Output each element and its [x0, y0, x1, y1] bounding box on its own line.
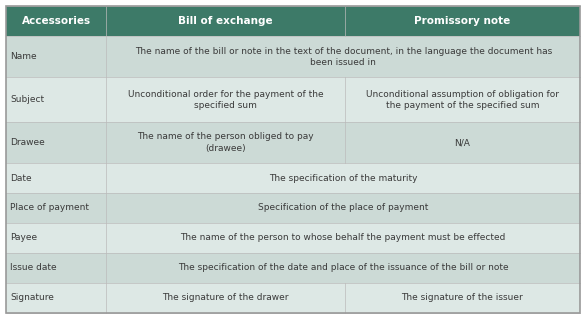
Text: The specification of the maturity: The specification of the maturity: [269, 174, 417, 182]
Text: Date: Date: [11, 174, 32, 182]
Text: Place of payment: Place of payment: [11, 204, 90, 212]
Text: Unconditional order for the payment of the
specified sum: Unconditional order for the payment of t…: [128, 90, 323, 110]
Bar: [107, 193, 580, 223]
Text: The name of the bill or note in the text of the document, in the language the do: The name of the bill or note in the text…: [135, 47, 552, 67]
Text: Subject: Subject: [11, 95, 45, 104]
Bar: [107, 6, 345, 36]
Text: N/A: N/A: [455, 138, 471, 147]
Bar: [6, 283, 107, 313]
Bar: [107, 122, 345, 163]
Bar: [345, 122, 580, 163]
Text: Accessories: Accessories: [22, 16, 91, 26]
Bar: [107, 36, 580, 78]
Bar: [6, 193, 107, 223]
Bar: [6, 6, 107, 36]
Text: Bill of exchange: Bill of exchange: [178, 16, 273, 26]
Bar: [107, 163, 580, 193]
Bar: [107, 283, 345, 313]
Bar: [6, 36, 107, 78]
Text: Payee: Payee: [11, 234, 38, 242]
Text: Issue date: Issue date: [11, 263, 57, 272]
Bar: [107, 223, 580, 253]
Bar: [107, 78, 345, 122]
Text: Promissory note: Promissory note: [414, 16, 510, 26]
Bar: [6, 122, 107, 163]
Text: Signature: Signature: [11, 293, 54, 302]
Text: The specification of the date and place of the issuance of the bill or note: The specification of the date and place …: [178, 263, 509, 272]
Text: Drawee: Drawee: [11, 138, 45, 147]
Text: The signature of the drawer: The signature of the drawer: [162, 293, 289, 302]
Bar: [107, 253, 580, 283]
Text: The signature of the issuer: The signature of the issuer: [401, 293, 523, 302]
Bar: [6, 253, 107, 283]
Bar: [6, 163, 107, 193]
Text: The name of the person obliged to pay
(drawee): The name of the person obliged to pay (d…: [137, 132, 314, 152]
Bar: [345, 6, 580, 36]
Text: Name: Name: [11, 52, 37, 61]
Bar: [6, 78, 107, 122]
Text: The name of the person to whose behalf the payment must be effected: The name of the person to whose behalf t…: [180, 234, 506, 242]
Text: Specification of the place of payment: Specification of the place of payment: [258, 204, 428, 212]
Text: Unconditional assumption of obligation for
the payment of the specified sum: Unconditional assumption of obligation f…: [366, 90, 559, 110]
Bar: [6, 223, 107, 253]
Bar: [345, 283, 580, 313]
Bar: [345, 78, 580, 122]
